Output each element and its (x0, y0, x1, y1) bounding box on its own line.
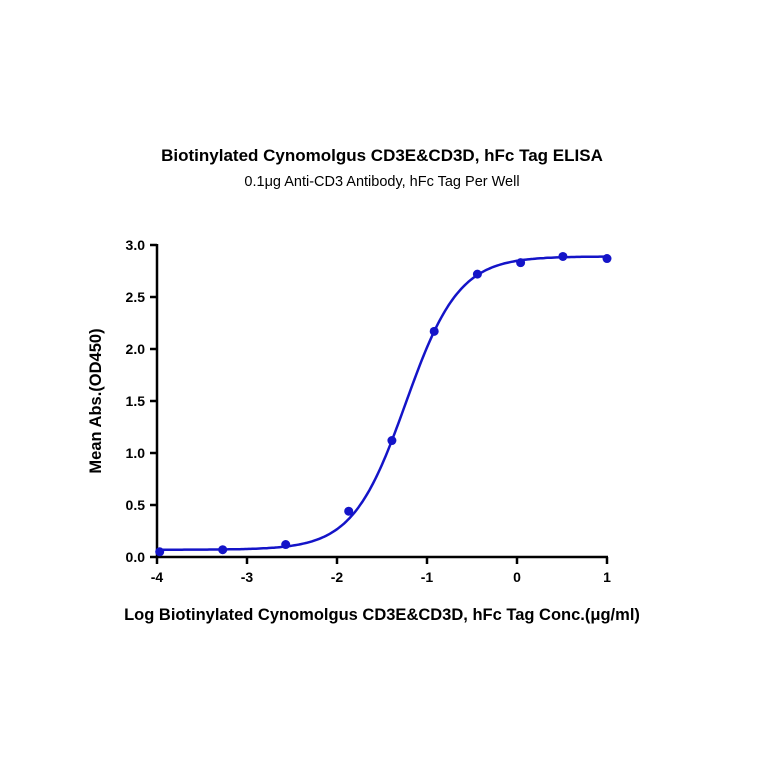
data-point (429, 326, 439, 336)
y-tick-label: 1.5 (126, 393, 146, 409)
data-point (516, 258, 526, 268)
y-tick-label: 0.5 (126, 497, 146, 513)
y-tick-label: 2.0 (126, 341, 146, 357)
data-point (218, 545, 228, 555)
x-tick-label: 0 (513, 569, 521, 585)
data-point (602, 254, 612, 264)
y-axis-label: Mean Abs.(OD450) (87, 328, 105, 473)
data-point (155, 547, 165, 557)
y-tick-label: 0.0 (126, 549, 146, 565)
x-tick-label: -1 (421, 569, 434, 585)
chart-subtitle: 0.1μg Anti-CD3 Antibody, hFc Tag Per Wel… (244, 174, 519, 190)
chart-title: Biotinylated Cynomolgus CD3E&CD3D, hFc T… (161, 146, 603, 165)
data-point (281, 540, 291, 550)
x-tick-label: 1 (603, 569, 611, 585)
data-point (558, 251, 568, 261)
y-tick-label: 3.0 (126, 237, 146, 253)
data-point (344, 506, 354, 516)
data-point (472, 269, 482, 279)
x-tick-label: -2 (331, 569, 344, 585)
data-point (387, 436, 397, 446)
x-tick-label: -4 (151, 569, 164, 585)
x-axis-label: Log Biotinylated Cynomolgus CD3E&CD3D, h… (124, 606, 640, 624)
y-tick-label: 1.0 (126, 445, 146, 461)
y-tick-label: 2.5 (126, 289, 146, 305)
fit-curve (157, 255, 607, 551)
x-tick-label: -3 (241, 569, 254, 585)
